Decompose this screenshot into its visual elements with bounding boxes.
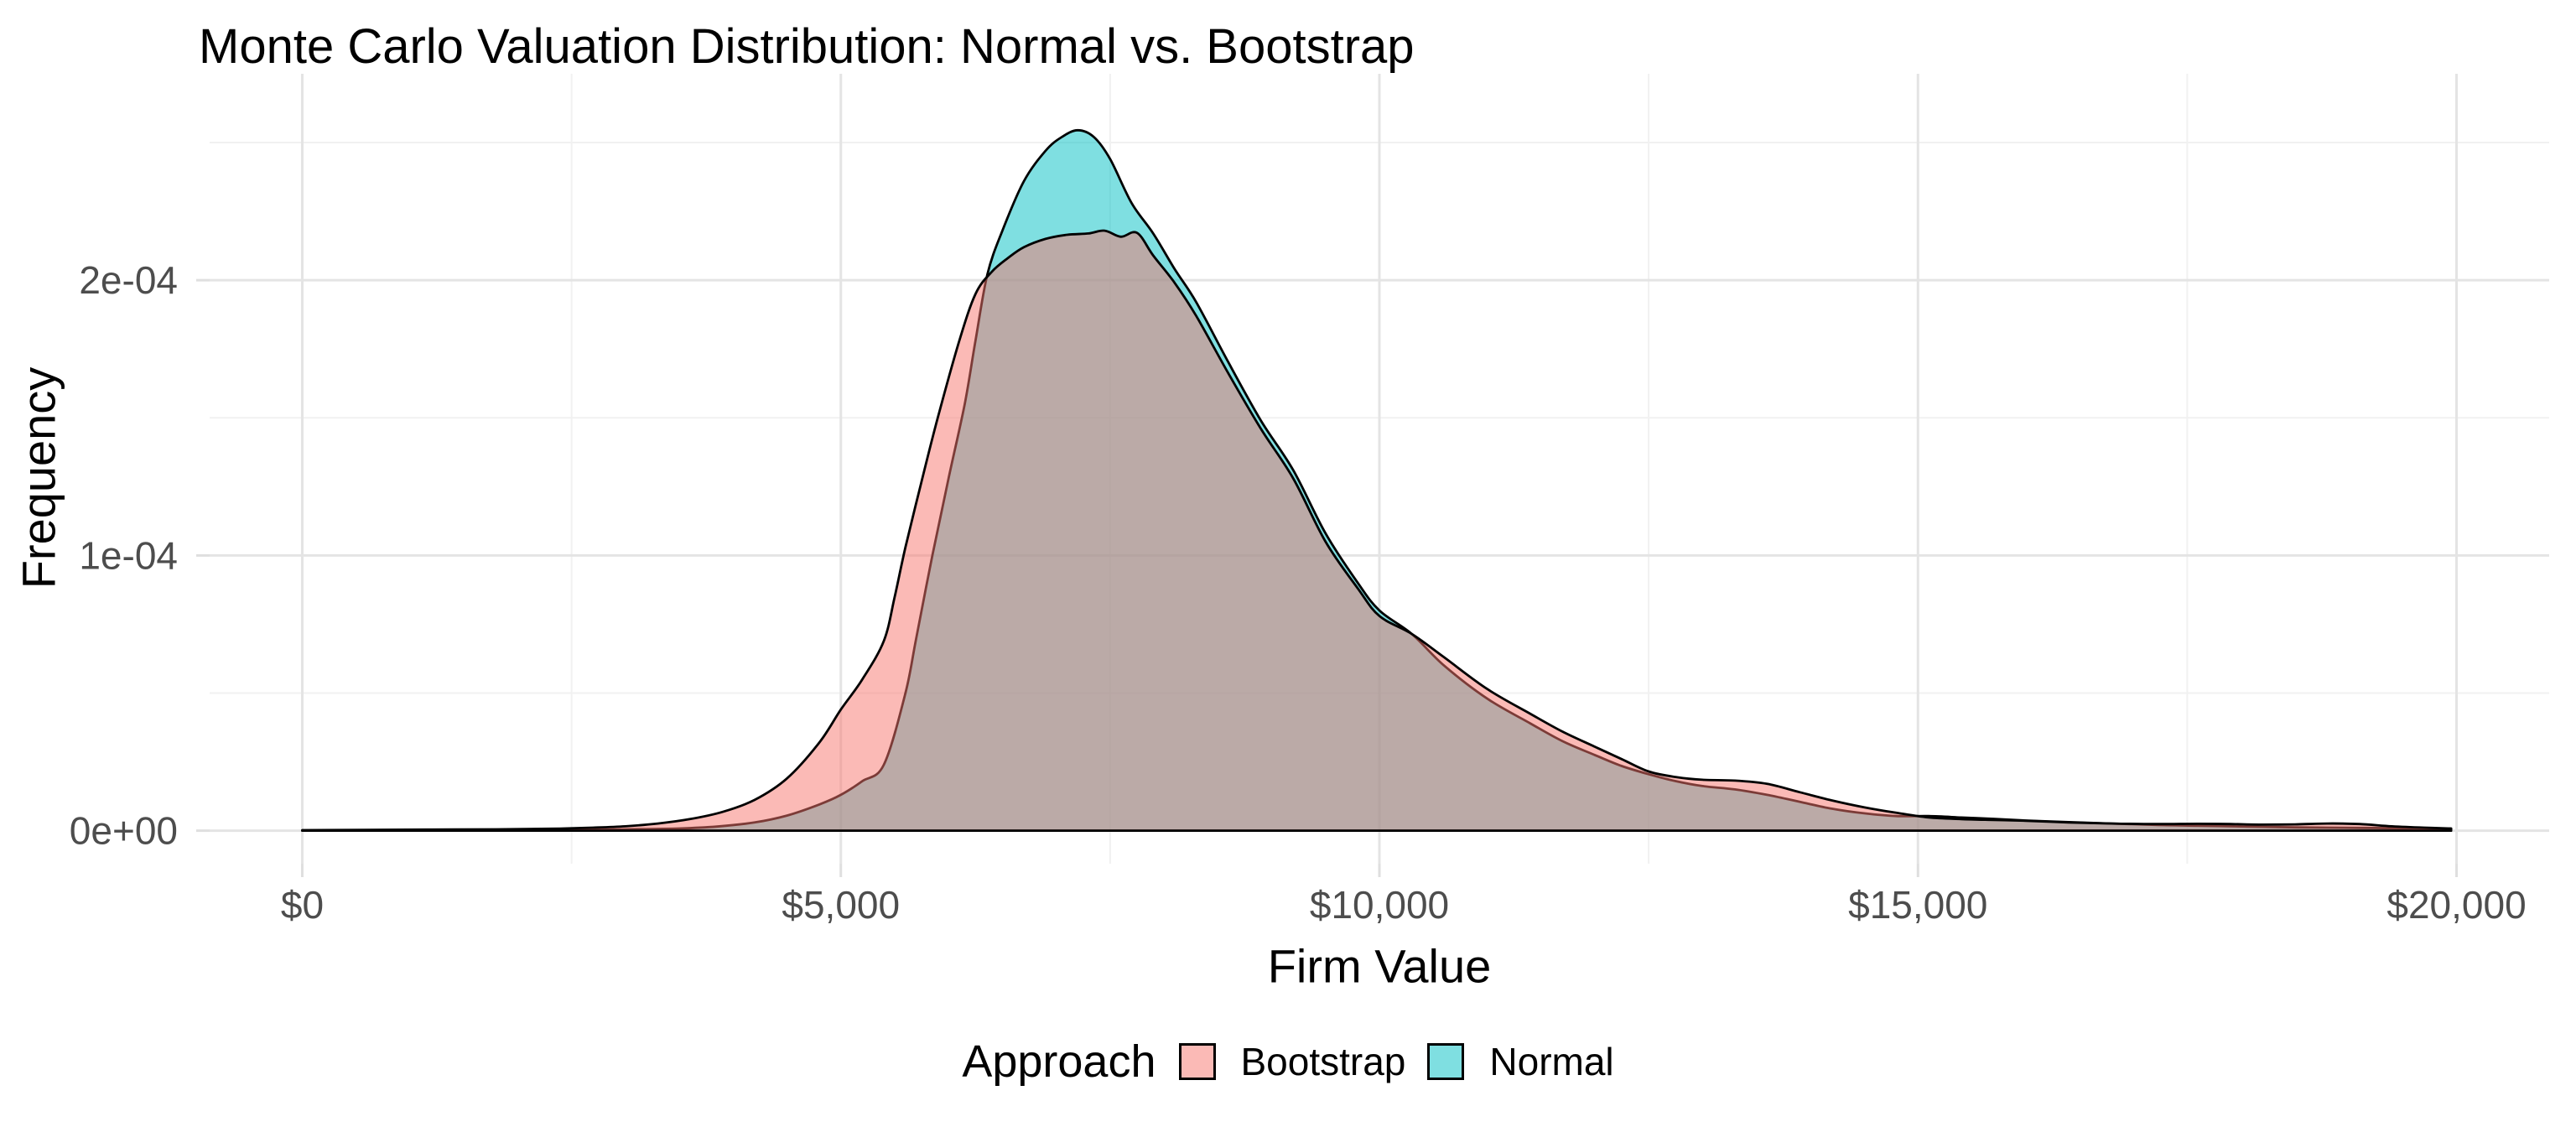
y-tick-label: 0e+00 (70, 809, 178, 853)
x-tick-label: $10,000 (1310, 883, 1449, 927)
x-tick-label: $15,000 (1848, 883, 1987, 927)
legend-swatch-bootstrap (1178, 1043, 1216, 1080)
legend-items: Bootstrap Normal (1178, 1039, 1614, 1084)
y-tick-label: 2e-04 (79, 258, 178, 302)
x-tick-label: $20,000 (2386, 883, 2526, 927)
legend-swatch-normal (1427, 1043, 1465, 1080)
x-axis-title: Firm Value (1267, 939, 1492, 993)
legend-item-bootstrap: Bootstrap (1178, 1039, 1406, 1084)
legend-item-normal: Normal (1427, 1039, 1614, 1084)
y-axis-title: Frequency (12, 366, 65, 589)
density-area-bootstrap (301, 229, 2453, 832)
x-tick-label: $5,000 (782, 883, 900, 927)
legend: Approach Bootstrap Normal (0, 1036, 2576, 1087)
chart-title: Monte Carlo Valuation Distribution: Norm… (199, 19, 1415, 74)
legend-label-bootstrap: Bootstrap (1240, 1040, 1406, 1083)
x-tick-label: $0 (281, 883, 324, 927)
y-tick-label: 1e-04 (79, 533, 178, 577)
legend-label-normal: Normal (1489, 1040, 1614, 1083)
legend-title: Approach (962, 1036, 1156, 1087)
